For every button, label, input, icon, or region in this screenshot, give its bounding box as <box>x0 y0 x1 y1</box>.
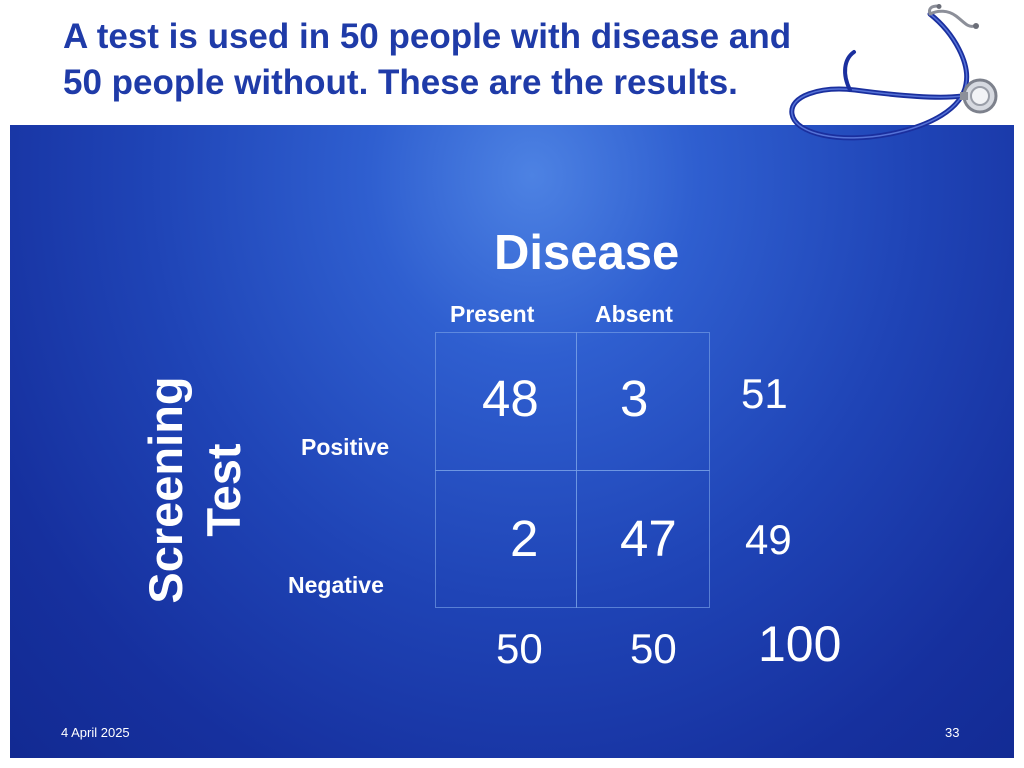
row-group-label: Screening Test <box>130 370 260 610</box>
column-group-label: Disease <box>494 226 680 280</box>
column-label-present: Present <box>450 301 535 327</box>
cell-negative-absent: 47 <box>620 510 677 567</box>
contingency-grid <box>435 332 710 608</box>
content-panel: Disease Present Absent Screening Test Po… <box>10 125 1014 758</box>
footer-page-number: 33 <box>945 725 960 740</box>
row-total-positive: 51 <box>741 370 788 417</box>
stethoscope-icon <box>789 4 998 141</box>
column-label-absent: Absent <box>595 301 673 327</box>
row-label-positive: Positive <box>301 434 390 460</box>
column-total-absent: 50 <box>630 625 677 672</box>
cell-positive-present: 48 <box>482 370 539 427</box>
slide-title-line-2: 50 people without. These are the results… <box>63 63 738 102</box>
cell-positive-absent: 3 <box>620 370 649 427</box>
footer-date: 4 April 2025 <box>61 725 130 740</box>
row-total-negative: 49 <box>745 516 792 563</box>
column-total-present: 50 <box>496 625 543 672</box>
grid-cell <box>576 470 710 608</box>
row-label-negative: Negative <box>288 572 384 598</box>
grand-total: 100 <box>758 616 842 672</box>
slide-title: A test is used in 50 people with disease… <box>63 14 903 106</box>
cell-negative-present: 2 <box>510 510 539 567</box>
grid-cell <box>435 470 577 608</box>
row-group-label-line-1: Screening <box>139 376 192 604</box>
slide-title-line-1: A test is used in 50 people with disease… <box>63 17 792 56</box>
row-group-label-line-2: Test <box>197 443 250 537</box>
